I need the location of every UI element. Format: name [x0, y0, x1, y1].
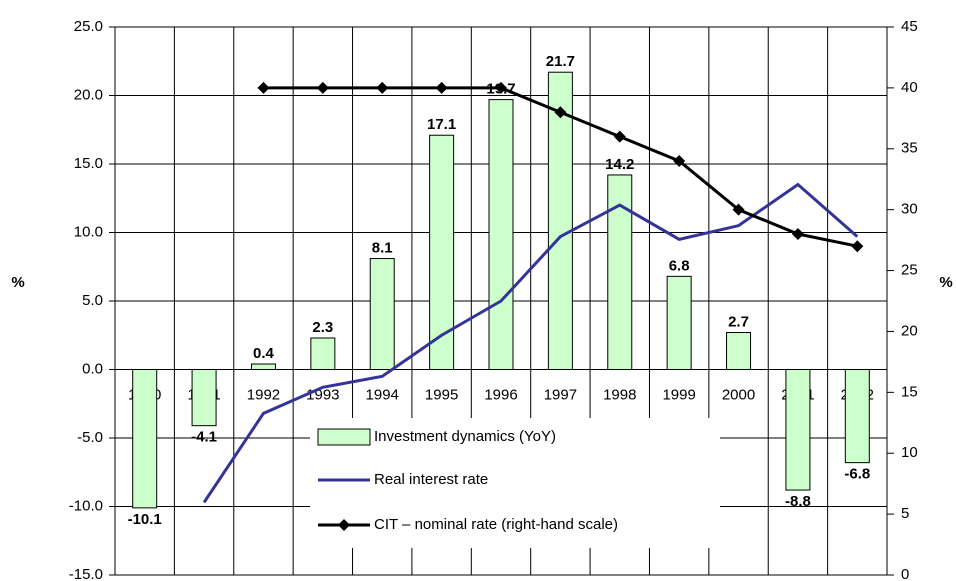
bar-label: 21.7	[546, 53, 575, 70]
bar	[547, 71, 573, 371]
bar-label: 6.8	[669, 257, 690, 274]
bar-label: -10.1	[128, 511, 162, 528]
bar-label: 8.1	[372, 239, 393, 256]
marker	[316, 81, 329, 94]
y-tick-label: -15.0	[69, 566, 103, 581]
legend-label: Investment dynamics (YoY)	[374, 428, 556, 445]
y2-tick-label: 25	[901, 262, 918, 279]
y2-tick-label: 35	[901, 140, 918, 157]
x-tick-label: 1993	[306, 386, 339, 403]
bar-label: -6.8	[844, 466, 870, 483]
y2-tick-label: 40	[901, 79, 918, 96]
x-tick-label: 1992	[247, 386, 280, 403]
y-tick-label: 5.0	[82, 292, 103, 309]
x-tick-label: 2000	[722, 386, 755, 403]
y-tick-label: -5.0	[77, 429, 103, 446]
marker	[435, 81, 448, 94]
bar	[607, 174, 633, 370]
y-tick-label: 15.0	[74, 155, 103, 172]
y-tick-label: 10.0	[74, 223, 103, 240]
bar-label: 2.3	[312, 319, 333, 336]
legend-label: CIT – nominal rate (right-hand scale)	[374, 516, 618, 533]
bar-label: 17.1	[427, 116, 456, 133]
y-tick-label: -10.0	[69, 497, 103, 514]
x-tick-label: 1999	[662, 386, 695, 403]
bar	[488, 99, 514, 371]
bar	[310, 337, 336, 370]
x-tick-label: 1996	[484, 386, 517, 403]
y2-tick-label: 0	[901, 566, 909, 581]
y2-tick-label: 45	[901, 18, 918, 35]
x-tick-label: 1998	[603, 386, 636, 403]
marker	[495, 81, 507, 94]
y-axis-label: %	[11, 274, 24, 291]
y2-tick-label: 15	[901, 383, 918, 400]
marker	[851, 240, 864, 253]
marker	[257, 81, 270, 94]
x-tick-label: 1997	[544, 386, 577, 403]
marker	[613, 130, 626, 143]
bar	[250, 363, 276, 370]
marker	[376, 81, 389, 94]
y2-tick-label: 30	[901, 201, 918, 218]
y2-tick-label: 5	[901, 505, 909, 522]
y2-axis-label: %	[939, 274, 952, 291]
bar	[369, 258, 395, 370]
bar	[132, 369, 158, 509]
bar-label: 2.7	[728, 313, 749, 330]
y-tick-label: 25.0	[74, 18, 103, 35]
bar	[191, 369, 217, 427]
marker	[791, 228, 804, 241]
marker	[732, 203, 745, 216]
bar	[785, 369, 811, 491]
bar-label: -8.8	[785, 493, 811, 510]
bar	[844, 369, 870, 464]
bar-label: 0.4	[253, 345, 275, 362]
bar	[666, 275, 692, 370]
marker	[673, 154, 686, 167]
legend-bg	[310, 418, 720, 548]
line	[202, 182, 859, 504]
bar	[726, 332, 752, 371]
y-tick-label: 20.0	[74, 86, 103, 103]
y2-tick-label: 10	[901, 444, 918, 461]
marker	[554, 106, 567, 119]
x-tick-label: 1995	[425, 386, 458, 403]
legend-marker	[338, 519, 350, 531]
x-tick-label: 1994	[366, 386, 399, 403]
bar-label: 14.2	[605, 156, 634, 173]
y2-tick-label: 20	[901, 322, 918, 339]
y-tick-label: 0.0	[82, 360, 103, 377]
legend-swatch	[317, 428, 371, 446]
bar-label: -4.1	[191, 429, 217, 446]
legend-label: Real interest rate	[374, 471, 488, 488]
